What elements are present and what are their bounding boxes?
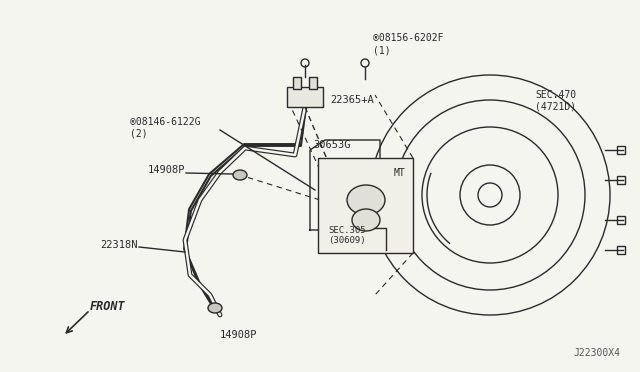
Ellipse shape [208,303,222,313]
Text: MT: MT [393,168,405,178]
Text: 22365+A: 22365+A [330,95,374,105]
Ellipse shape [233,170,247,180]
Bar [617,216,625,224]
Text: ®08156-6202F
(1): ®08156-6202F (1) [373,33,444,55]
Text: ®08146-6122G
(2): ®08146-6122G (2) [130,117,200,139]
Text: J22300X4: J22300X4 [573,348,620,358]
Ellipse shape [352,209,380,231]
Text: FRONT: FRONT [90,300,125,313]
Bar [617,176,625,184]
Ellipse shape [347,185,385,215]
Bar [617,146,625,154]
Bar [318,158,413,253]
Text: SEC.470
(4721D): SEC.470 (4721D) [535,90,576,112]
Text: 30653G: 30653G [313,140,351,150]
Bar [287,87,323,107]
Text: 14908P: 14908P [147,165,185,175]
Text: 14908P: 14908P [220,330,257,340]
Bar [309,77,317,89]
Bar [617,246,625,254]
Bar [293,77,301,89]
Text: 22318N: 22318N [100,240,138,250]
Text: SEC.305
(30609): SEC.305 (30609) [328,225,365,245]
